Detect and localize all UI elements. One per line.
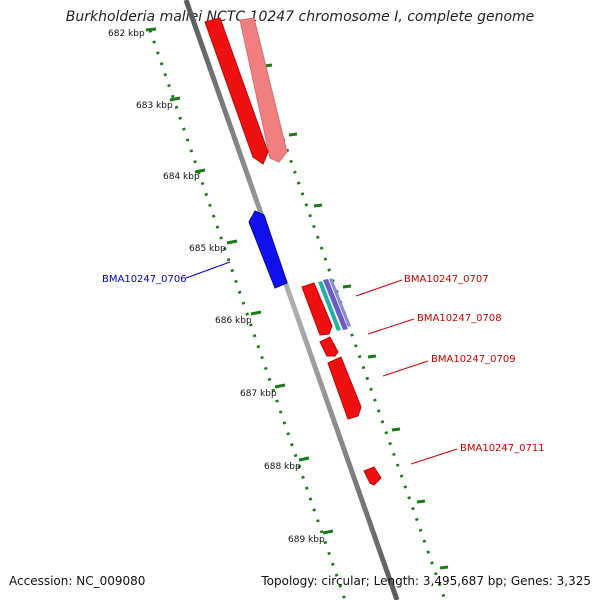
inner-tick-dots: [148, 29, 347, 600]
tick-683: [169, 96, 181, 102]
leader-0709: [382, 360, 429, 377]
tick-686: [250, 310, 262, 316]
feature-slate-2: [329, 278, 351, 327]
accession-text: Accession: NC_009080: [9, 574, 146, 588]
scale-label-687: 687 kbp: [240, 389, 277, 399]
scale-label-689: 689 kbp: [288, 535, 325, 545]
gene-label-0709[interactable]: BMA10247_0709: [431, 354, 516, 365]
chromosome-backbone: [183, 0, 400, 600]
tick-682: [145, 27, 157, 32]
scale-label-682: 682 kbp: [108, 29, 145, 39]
gene-label-0706[interactable]: BMA10247_0706: [102, 274, 187, 285]
outer-tick: [313, 203, 323, 208]
outer-tick: [342, 284, 352, 289]
leader-0711: [410, 448, 458, 465]
scale-label-684: 684 kbp: [163, 172, 200, 182]
gene-bma10247-0708-shape[interactable]: [319, 336, 339, 357]
leader-0707: [355, 279, 403, 297]
gene-label-0707[interactable]: BMA10247_0707: [404, 274, 489, 285]
scale-label-686: 686 kbp: [215, 316, 252, 326]
gene-label-0711[interactable]: BMA10247_0711: [460, 443, 545, 454]
outer-tick: [416, 499, 426, 504]
leader-0708: [367, 318, 415, 335]
tick-688: [298, 456, 310, 462]
scale-label-685: 685 kbp: [189, 244, 226, 254]
major-ticks-inner: [145, 27, 334, 535]
feature-slate: [323, 279, 348, 330]
gene-bma10247-0711-shape[interactable]: [363, 466, 382, 486]
map-title: Burkholderia mallei NCTC 10247 chromosom…: [65, 9, 535, 25]
inner-scale-ring: [145, 27, 347, 600]
tick-689: [322, 529, 334, 535]
tick-687: [274, 383, 286, 389]
gene-bma10247-0707-shape[interactable]: [301, 282, 333, 336]
tick-685: [226, 239, 238, 245]
feature-red-top: [204, 17, 269, 165]
outer-tick: [367, 354, 377, 359]
scale-label-688: 688 kbp: [264, 462, 301, 472]
outer-tick: [288, 132, 298, 137]
gene-label-0708[interactable]: BMA10247_0708: [417, 313, 502, 324]
outer-tick: [391, 427, 401, 432]
feature-light-red: [239, 17, 288, 163]
outer-tick: [439, 565, 449, 570]
gene-bma10247-0709-shape[interactable]: [327, 356, 362, 420]
gene-bma10247-0706-shape[interactable]: [248, 210, 288, 289]
feature-cyan: [318, 281, 341, 331]
tick-684: [194, 168, 206, 174]
topology-text: Topology: circular; Length: 3,495,687 bp…: [261, 574, 591, 588]
scale-label-683: 683 kbp: [136, 101, 173, 111]
leader-0706: [185, 261, 231, 279]
